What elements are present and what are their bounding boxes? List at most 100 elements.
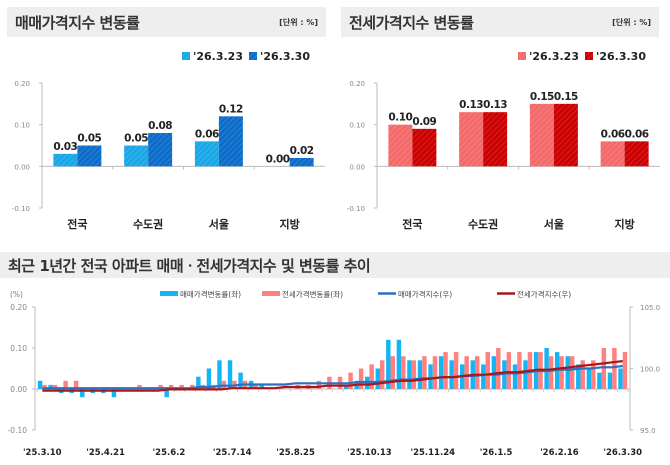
jeonse-change-bar (580, 360, 585, 389)
legend-label-prev: '26.3.23 (529, 50, 579, 63)
right-tick-label: 100.0 (640, 366, 660, 374)
bar-curr (77, 145, 102, 167)
legend-label-prev: '26.3.23 (193, 50, 243, 63)
data-label: 0.13 (459, 99, 483, 111)
bar-prev (459, 112, 484, 167)
jeonse-change-bar (73, 380, 79, 389)
y-tick-label: 0.10 (349, 122, 365, 130)
jeonse-change-bar (496, 348, 501, 389)
sale-change-bar (37, 380, 43, 389)
y-tick-label: 0.20 (14, 80, 30, 88)
data-label: 0.15 (554, 91, 578, 103)
jeonse-change-bar (316, 380, 322, 389)
jeonse-change-bar (168, 384, 174, 389)
sale-change-bar (206, 368, 212, 389)
jeonse-change-bar (422, 356, 427, 389)
category-label: 수도권 (468, 218, 498, 231)
jeonse-change-bar (517, 352, 522, 389)
jeonse-change-bar (443, 352, 448, 389)
category-label: 전국 (402, 217, 422, 231)
bar-curr (289, 158, 314, 167)
jeonse-change-bar (622, 352, 628, 389)
sale-change-bar (449, 360, 454, 389)
sale-change-bar (481, 364, 486, 389)
jeonse-change-bar (390, 356, 395, 389)
data-label: 0.05 (77, 133, 101, 145)
sale-change-bar (417, 360, 423, 389)
jeonse-change-bar (569, 356, 575, 389)
y-tick-label: 0.10 (14, 122, 30, 130)
bar-prev (194, 141, 219, 167)
x-tick-label: '26.2.16 (540, 448, 579, 458)
jeonse-index-line (42, 360, 623, 392)
x-tick-label: '26.1.5 (480, 448, 513, 458)
data-label: 0.10 (388, 112, 412, 124)
bar-curr (412, 128, 437, 167)
sale-change-bar (386, 339, 391, 389)
y-axis-unit: (%) (10, 290, 23, 299)
category-label: 수도권 (133, 218, 163, 231)
sale-change-bar (259, 384, 264, 389)
sale-change-bar (80, 389, 85, 398)
jeonse-change-bar (485, 352, 490, 389)
sale-panel-title: 매매가격지수 변동률 (15, 13, 140, 32)
legend-label-curr: '26.3.30 (596, 50, 646, 63)
sale-change-bar (565, 356, 570, 389)
data-label: 0.06 (625, 128, 649, 140)
jeonse-change-bar (42, 384, 47, 389)
y-tick-label: 0.00 (349, 163, 365, 171)
legend-swatch-prev (518, 52, 526, 60)
bar-prev (124, 145, 149, 167)
sale-change-bar (512, 364, 518, 389)
jeonse-change-bar (601, 348, 607, 389)
sale-change-bar (576, 364, 581, 389)
jeonse-change-bar (379, 360, 385, 389)
legend-swatch-prev (182, 52, 190, 60)
jeonse-change-chart: '26.3.23'26.3.300.200.100.00-0.100.10 0.0… (347, 50, 660, 231)
sale-change-bar (544, 348, 549, 389)
legend-label: 전세가격지수(우) (517, 289, 571, 299)
jeonse-change-bar (179, 384, 184, 389)
sale-panel-header: 매매가격지수 변동률 [단위 : %] (7, 7, 326, 37)
bar-prev (388, 124, 413, 167)
data-label: 0.15 (530, 91, 554, 103)
sale-change-bar (607, 372, 613, 389)
category-label: 지방 (615, 217, 635, 231)
jeonse-panel-header: 전세가격지수 변동률 [단위 : %] (341, 7, 659, 37)
data-label: 0.09 (412, 116, 436, 128)
y-tick-label: 0.20 (349, 80, 365, 88)
legend-swatch (160, 291, 178, 296)
sale-change-bar (618, 368, 623, 389)
jeonse-change-bar (474, 356, 480, 389)
jeonse-change-bar (52, 384, 58, 389)
sale-change-bar (396, 339, 402, 389)
legend-label: 전세가격변동률(좌) (282, 289, 343, 299)
jeonse-change-bar (612, 348, 617, 389)
jeonse-change-bar (559, 356, 564, 389)
right-tick-label: 95.0 (640, 427, 656, 435)
left-tick-label: -0.10 (8, 426, 28, 435)
sale-change-bar (343, 384, 349, 389)
data-label: 0.05 (124, 133, 148, 145)
data-label: 0.06 (601, 128, 625, 140)
left-tick-label: 0.10 (10, 344, 27, 353)
jeonse-change-bar (432, 356, 438, 389)
trend-chart: 매매가격변동률(좌) 전세가격변동률(좌) 매매가격지수(우) 전세가격지수(우) (%… (8, 289, 660, 458)
jeonse-change-bar (453, 352, 459, 389)
sale-change-bar (438, 356, 444, 389)
sale-change-bar (164, 389, 169, 398)
jeonse-change-bar (63, 380, 68, 389)
legend-swatch-curr (585, 52, 593, 60)
jeonse-change-bar (358, 368, 364, 389)
jeonse-change-bar (411, 360, 417, 389)
bar-curr (483, 112, 508, 167)
data-label: 0.03 (53, 141, 77, 153)
legend-swatch (262, 291, 280, 296)
jeonse-change-bar (369, 364, 374, 389)
y-tick-label: -0.10 (347, 205, 365, 213)
legend-label: 매매가격지수(우) (398, 289, 452, 299)
bar-curr (624, 141, 649, 167)
legend-swatch-curr (249, 52, 257, 60)
category-label: 지방 (280, 217, 300, 231)
y-tick-label: 0.00 (14, 163, 30, 171)
